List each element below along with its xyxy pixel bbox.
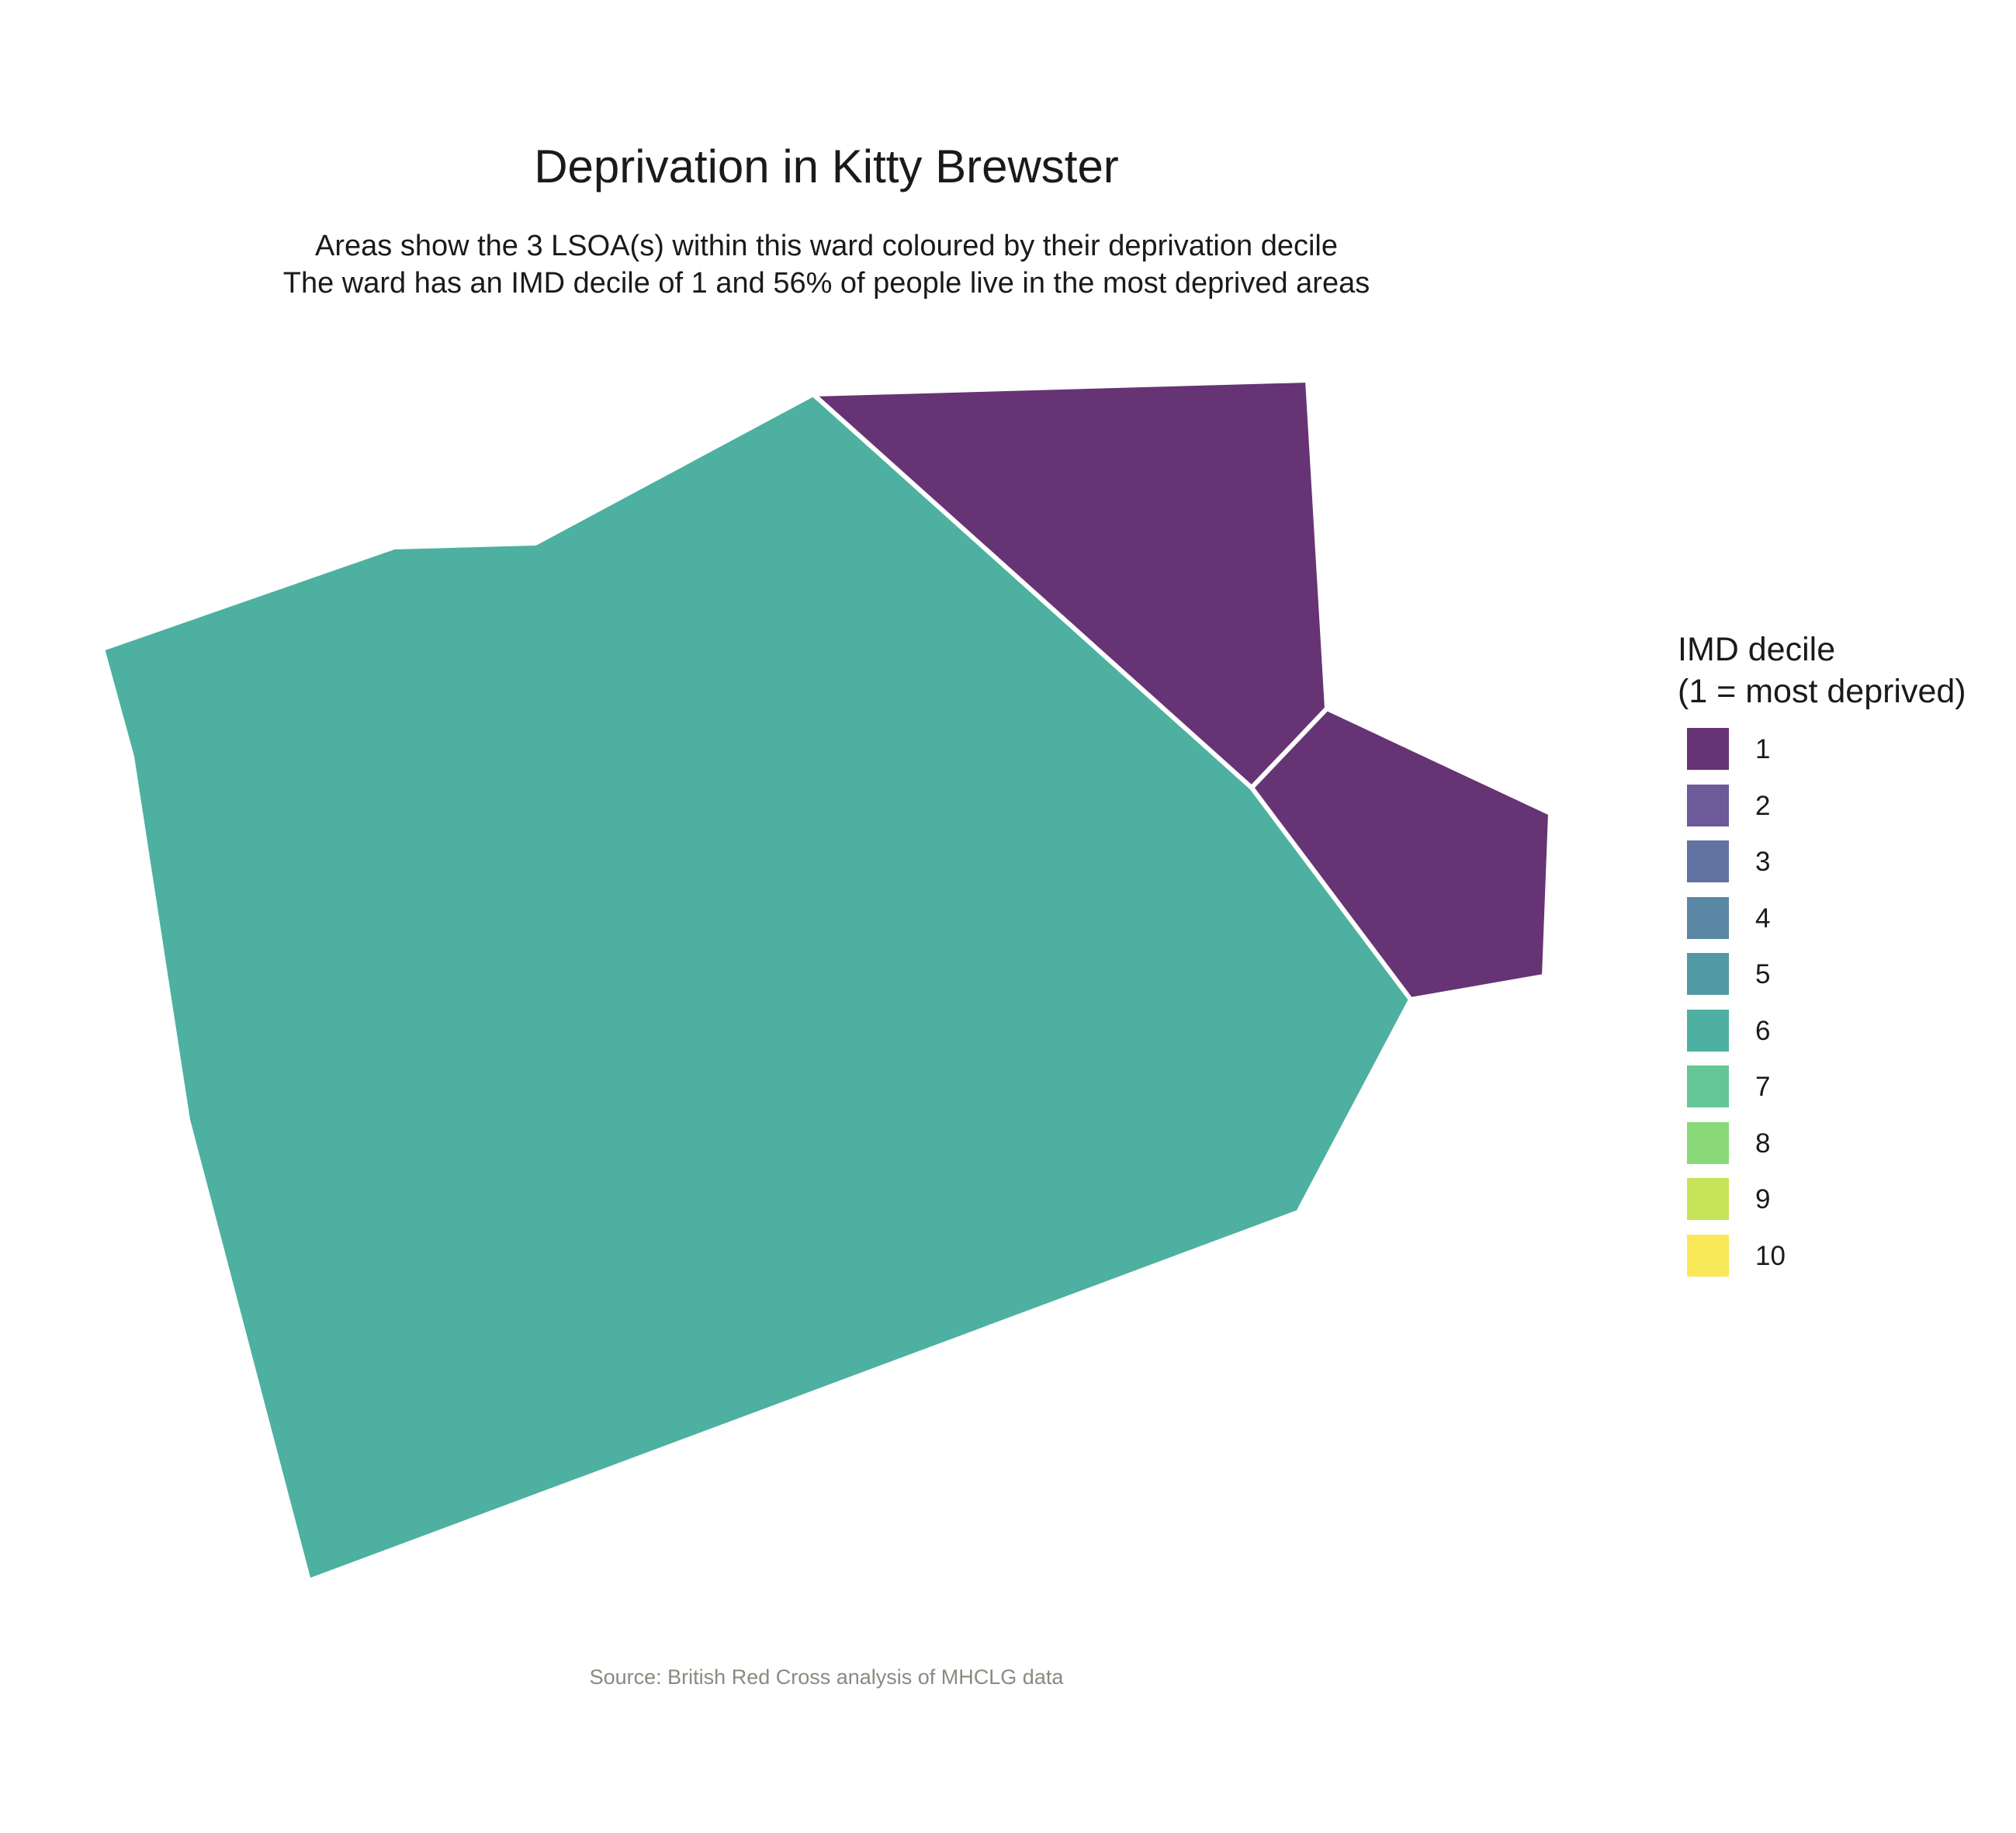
source-caption: Source: British Red Cross analysis of MH… [589,1665,1064,1689]
chart-subtitle-line-2: The ward has an IMD decile of 1 and 56% … [282,267,1370,300]
legend-label: 9 [1755,1184,1771,1214]
legend-swatch [1687,1234,1729,1277]
legend-swatch [1687,1121,1729,1164]
legend-item: 9 [1678,1178,1966,1235]
legend-swatch [1687,1178,1729,1220]
legend-title-line-2: (1 = most deprived) [1678,673,1966,710]
legend-item: 8 [1678,1121,1966,1179]
legend-label: 10 [1755,1240,1786,1271]
legend-item: 7 [1678,1065,1966,1122]
legend-swatch [1687,784,1729,826]
legend-label: 5 [1755,959,1771,989]
legend-swatch [1687,953,1729,995]
legend-item: 5 [1678,953,1966,1010]
legend-swatch [1687,1009,1729,1052]
legend-item: 6 [1678,1009,1966,1066]
legend-label: 7 [1755,1072,1771,1102]
legend-item: 10 [1678,1234,1966,1291]
chart-title: Deprivation in Kitty Brewster [534,140,1119,192]
legend-label: 6 [1755,1015,1771,1046]
lsoa-area-east [1249,706,1553,1002]
legend-swatch [1687,896,1729,939]
legend-label: 4 [1755,903,1771,934]
legend-title-line-1: IMD decile [1678,631,1836,668]
legend-item: 3 [1678,840,1966,897]
legend-label: 1 [1755,734,1771,764]
legend-title: IMD decile (1 = most deprived) [1678,629,1966,712]
legend-swatch [1687,840,1729,882]
legend-item: 4 [1678,896,1966,954]
legend-item: 1 [1678,728,1966,785]
legend-swatch [1687,728,1729,770]
legend-label: 3 [1755,847,1771,877]
legend-label: 2 [1755,790,1771,821]
legend-item: 2 [1678,784,1966,841]
legend-label: 8 [1755,1128,1771,1159]
chart-subtitle-line-1: Areas show the 3 LSOA(s) within this war… [315,230,1338,262]
legend-swatch [1687,1065,1729,1107]
legend-items: 1 2 3 4 5 6 7 8 9 10 [1678,728,1966,1291]
legend: IMD decile (1 = most deprived) 1 2 3 4 5 6 7 8 9… [1678,629,1966,1291]
